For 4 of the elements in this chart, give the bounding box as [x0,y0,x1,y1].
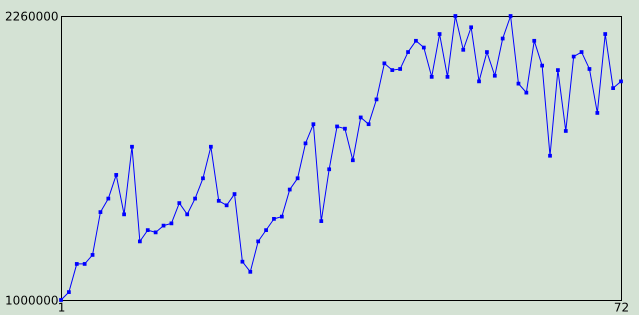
x-tick-label: 1 [58,300,66,314]
y-tick-label: 1000000 [5,294,58,308]
x-tick-label: 72 [614,300,630,314]
y-tick-label: 2260000 [5,10,58,24]
